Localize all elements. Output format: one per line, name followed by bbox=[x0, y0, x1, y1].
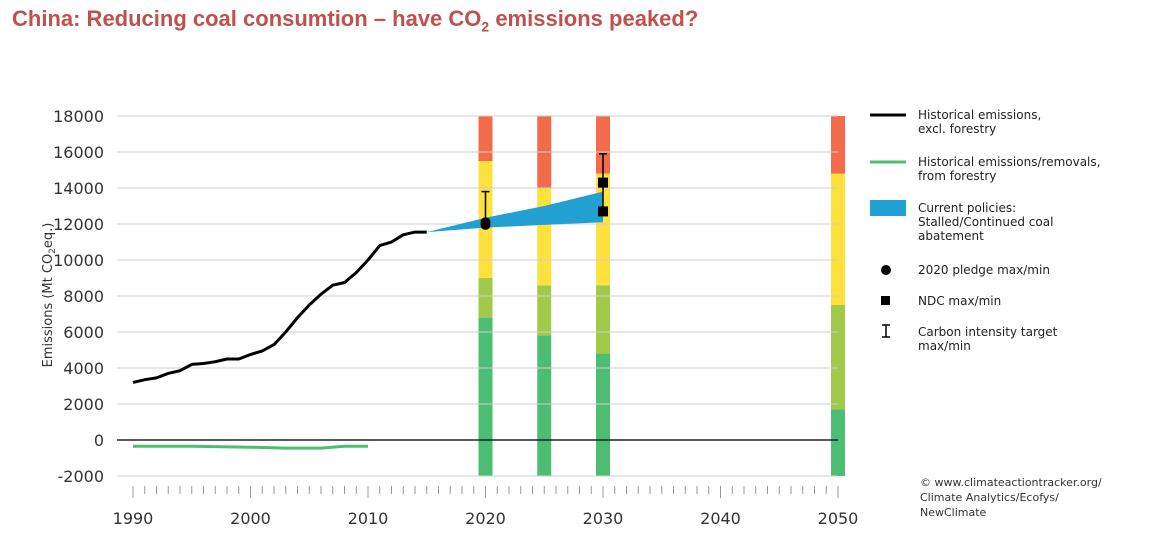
legend-ndc: NDC max/min bbox=[918, 294, 1002, 308]
chart-title: China: Reducing coal consumtion – have C… bbox=[12, 6, 699, 35]
y-tick--2000: -2000 bbox=[58, 467, 105, 486]
legend-policies-swatch bbox=[870, 200, 906, 216]
rating-bar-2030-band-0 bbox=[596, 353, 610, 476]
rating-bar-2020-band-3 bbox=[478, 116, 493, 161]
y-tick-8000: 8000 bbox=[63, 287, 104, 306]
y-axis-label: Emissions (Mt CO2eq.) bbox=[41, 223, 58, 368]
rating-bar-2050-band-3 bbox=[831, 116, 845, 174]
historical-emissions-line bbox=[132, 230, 427, 384]
pledge-min-marker bbox=[480, 219, 491, 230]
rating-bar-2020-band-1 bbox=[478, 278, 493, 318]
legend-policies: Current policies: Stalled/Continued coal a… bbox=[918, 201, 1054, 243]
y-tick-14000: 14000 bbox=[53, 179, 104, 198]
legend-forestry: Historical emissions/removals, from fores… bbox=[918, 155, 1101, 183]
current-policies-area bbox=[426, 191, 603, 233]
rating-bar-2025-band-2 bbox=[537, 188, 552, 286]
rating-bar-2050-band-1 bbox=[831, 305, 845, 410]
rating-bar-2030-band-3 bbox=[596, 116, 610, 174]
legend-intensity-swatch bbox=[882, 324, 890, 338]
rating-bar-2025-band-0 bbox=[537, 335, 552, 476]
x-tick-2030: 2030 bbox=[583, 509, 624, 528]
legend-hist: Historical emissions, excl. forestry bbox=[918, 108, 1042, 136]
x-tick-2000: 2000 bbox=[230, 509, 271, 528]
x-tick-2040: 2040 bbox=[700, 509, 741, 528]
x-tick-1990: 1990 bbox=[113, 509, 154, 528]
y-axis: 18000 16000 14000 12000 10000 8000 6000 4000 200… bbox=[53, 107, 104, 486]
y-tick-10000: 10000 bbox=[53, 251, 104, 270]
ndc-min-marker bbox=[598, 206, 608, 217]
source-credit: © www.climateactiontracker.org/Climate A… bbox=[920, 476, 1102, 519]
grid-lines bbox=[117, 115, 838, 477]
legend-intensity: Carbon intensity target max/min bbox=[918, 325, 1058, 353]
x-axis: 1990 2000 2010 2020 2030 2040 2050 bbox=[113, 486, 859, 528]
ndc-max-marker bbox=[598, 177, 608, 188]
rating-bar-2050-band-2 bbox=[831, 173, 845, 305]
legend-ndc-swatch bbox=[881, 296, 890, 305]
y-tick-6000: 6000 bbox=[63, 323, 104, 342]
rating-bars bbox=[478, 116, 845, 476]
x-tick-2010: 2010 bbox=[348, 509, 389, 528]
rating-bar-2050-band-0 bbox=[831, 409, 845, 476]
rating-bar-2030-band-1 bbox=[596, 285, 610, 354]
legend-pledge: 2020 pledge max/min bbox=[918, 263, 1050, 277]
rating-bar-2025-band-1 bbox=[537, 285, 552, 336]
y-tick-0: 0 bbox=[94, 431, 104, 450]
rating-bar-2020-band-0 bbox=[478, 317, 493, 476]
y-tick-2000: 2000 bbox=[63, 395, 104, 414]
y-tick-18000: 18000 bbox=[53, 107, 104, 126]
x-tick-2020: 2020 bbox=[465, 509, 506, 528]
series-lines bbox=[132, 153, 608, 450]
legend-pledge-swatch bbox=[881, 265, 891, 275]
y-tick-4000: 4000 bbox=[63, 359, 104, 378]
x-tick-2050: 2050 bbox=[818, 509, 859, 528]
forestry-line bbox=[133, 444, 368, 450]
y-tick-16000: 16000 bbox=[53, 143, 104, 162]
y-tick-12000: 12000 bbox=[53, 215, 104, 234]
